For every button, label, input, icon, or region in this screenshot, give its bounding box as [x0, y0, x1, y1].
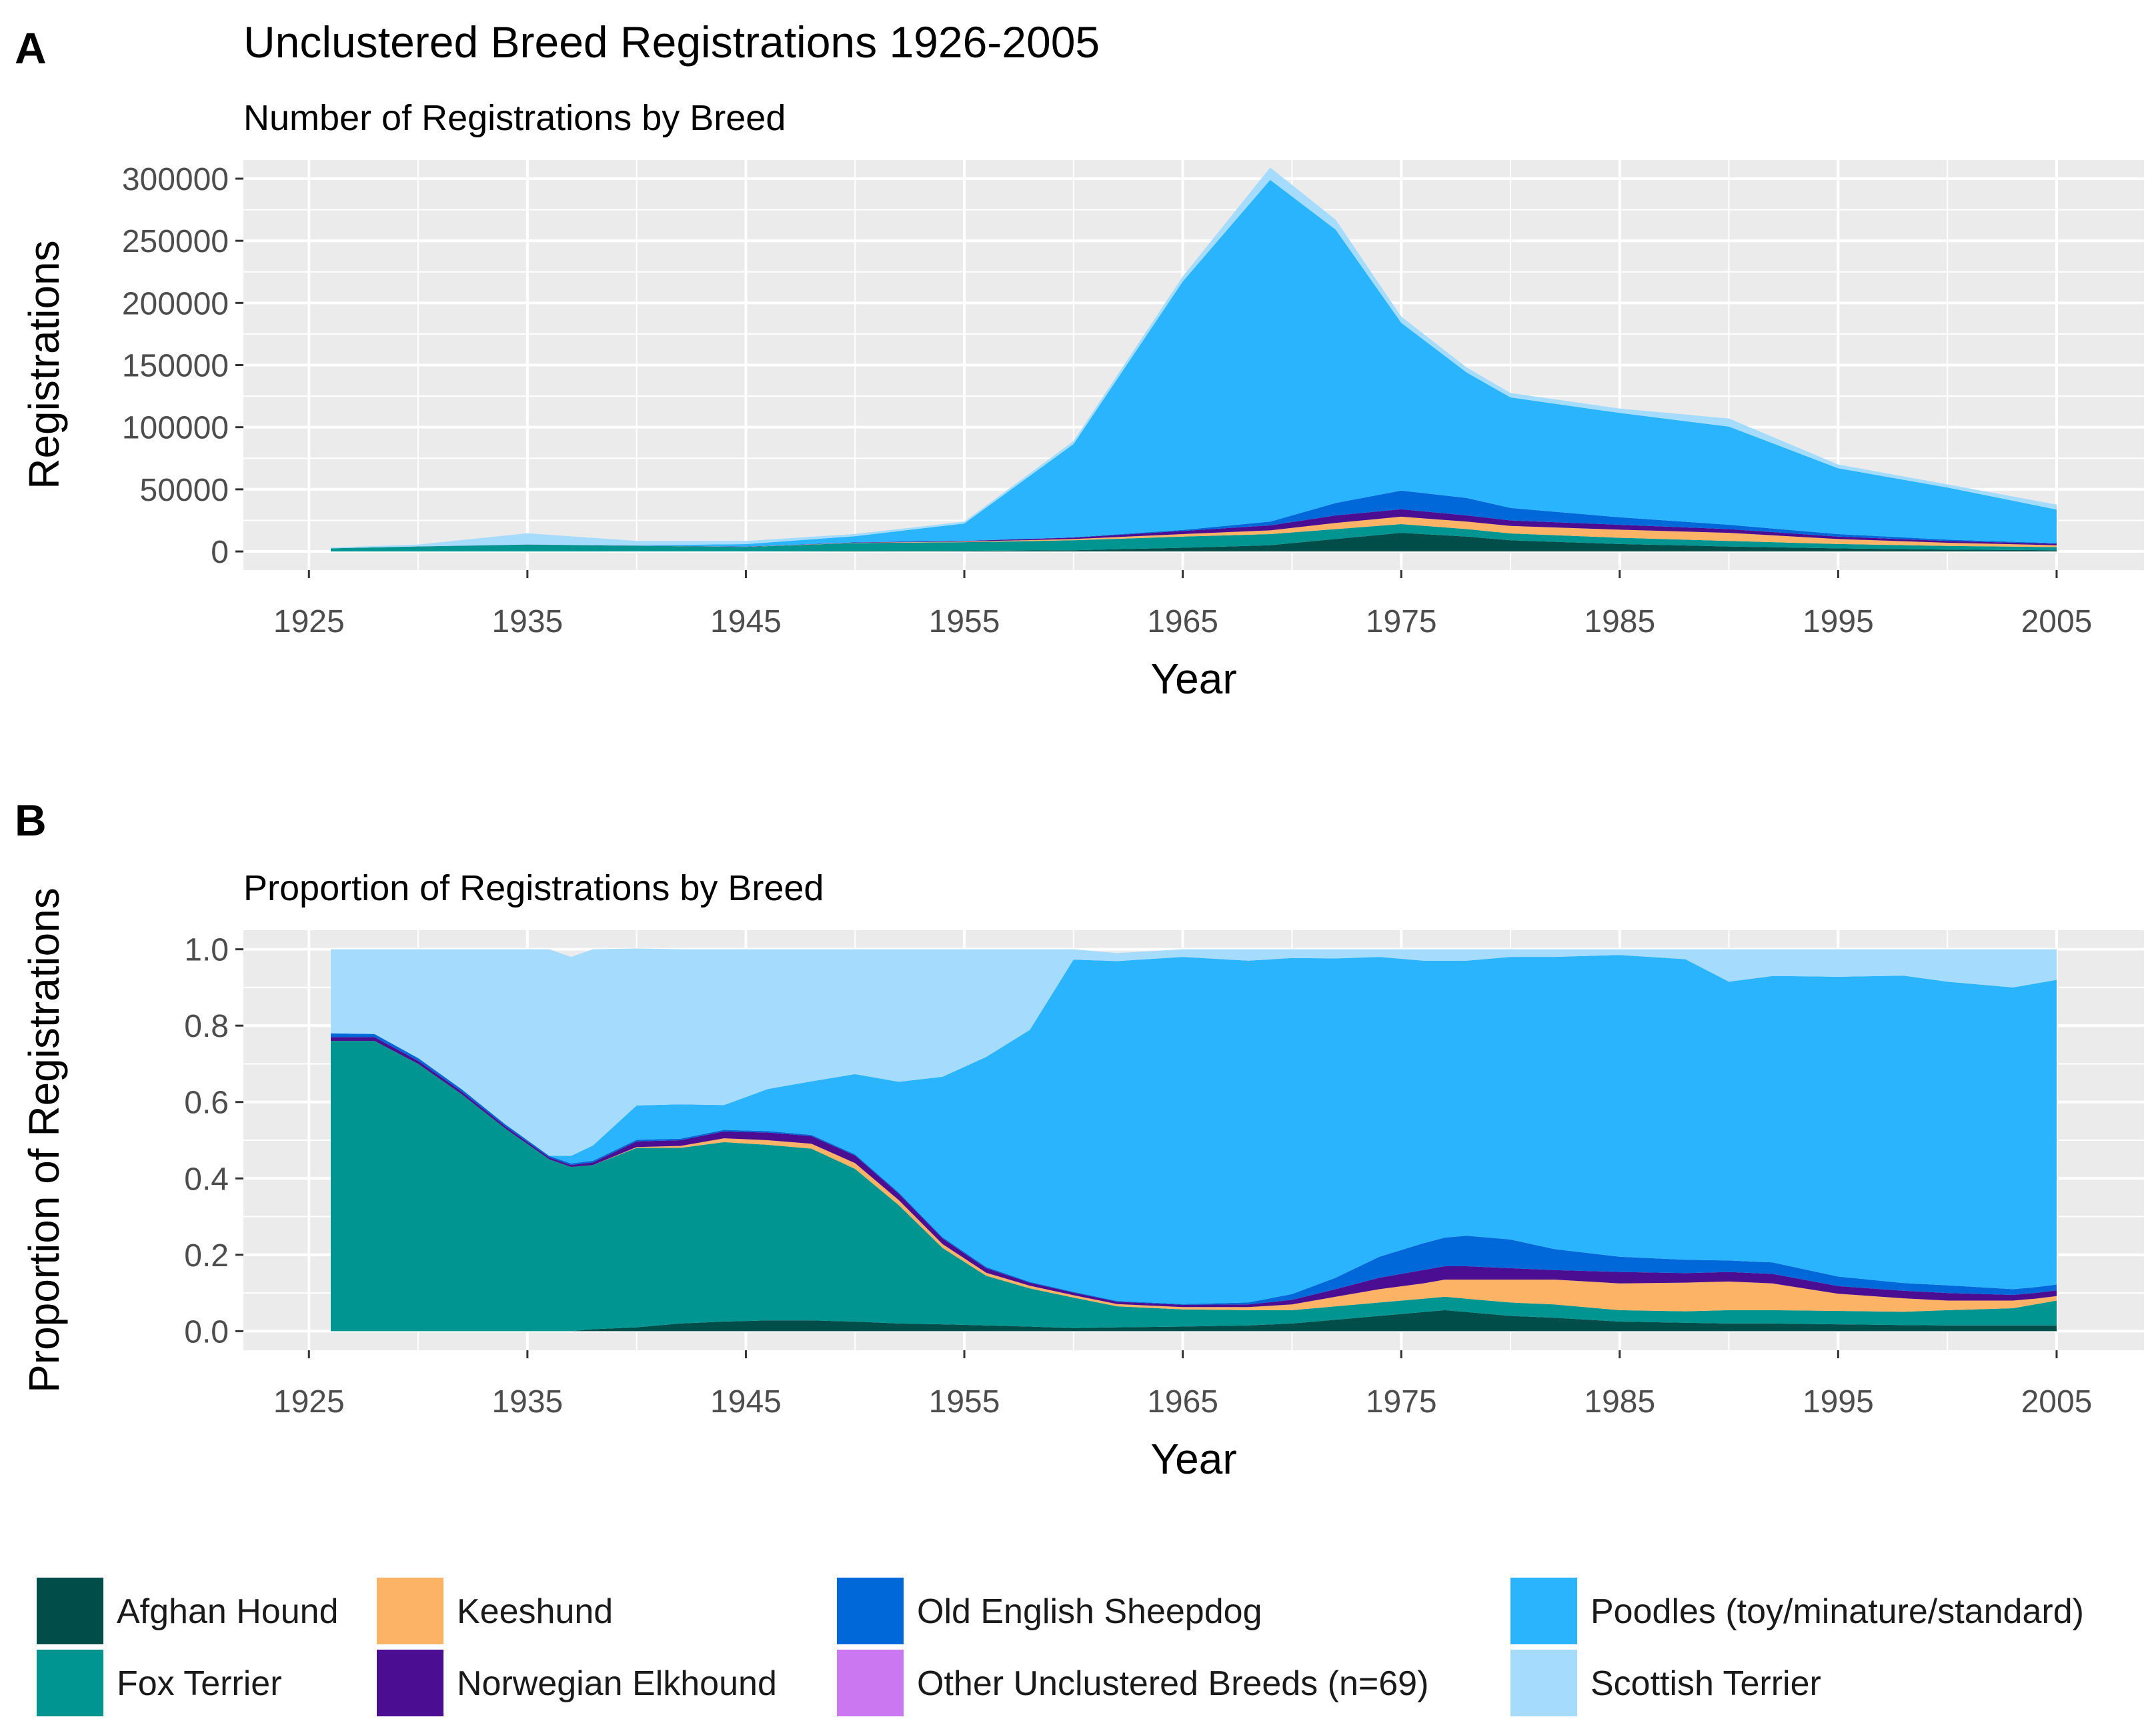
panel-a-y-tick-labels: 0 50000 100000 150000 200000 250000 300000 [122, 162, 243, 570]
panel-b-area-poodles-toy-minature-standard [331, 955, 2057, 1304]
legend-item-poodles-toy-minature-standard: Poodles (toy/minature/standard) [1510, 1578, 2084, 1644]
legend-item-keeshund: Keeshund [377, 1578, 613, 1644]
legend-item-other-unclustered-breeds-n-69: Other Unclustered Breeds (n=69) [837, 1650, 1428, 1716]
legend-label: Other Unclustered Breeds (n=69) [917, 1664, 1428, 1703]
panel-a-y-tick-label: 300000 [122, 162, 229, 197]
panel-b-x-axis-title: Year [1150, 1435, 1236, 1483]
panel-a-area-afghan-hound [331, 533, 2057, 551]
legend: Afghan Hound Fox Terrier Keeshund Norwegian… [37, 1578, 2084, 1716]
panel-a-x-tick-label: 1965 [1147, 604, 1218, 639]
legend-item-afghan-hound: Afghan Hound [37, 1578, 339, 1644]
panel-b-x-tick-label: 2005 [2021, 1384, 2093, 1420]
panel-b-y-tick-label: 0.6 [184, 1086, 229, 1121]
panel-b-y-axis-title: Proportion of Registrations [20, 888, 68, 1393]
panel-b-y-tick-label: 1.0 [184, 933, 229, 968]
panel-a-area-norwegian-elkhound [331, 509, 2057, 549]
legend-swatch [837, 1650, 904, 1716]
panel-a-area-fox-terrier [331, 524, 2057, 551]
legend-swatch [1510, 1650, 1577, 1716]
panel-a-number-chart: A Unclustered Breed Registrations 1926-2… [15, 17, 2144, 703]
panel-b-x-tick-label: 1985 [1584, 1384, 1655, 1420]
legend-label: Fox Terrier [117, 1664, 282, 1703]
panel-a-y-tick-label: 0 [211, 535, 229, 570]
panel-b-area-scottish-terrier [331, 948, 2057, 1156]
panel-a-x-tick-label: 1925 [273, 604, 345, 639]
panel-b-x-tick-label: 1975 [1366, 1384, 1437, 1420]
legend-label: Norwegian Elkhound [457, 1664, 777, 1703]
legend-item-fox-terrier: Fox Terrier [37, 1650, 282, 1716]
panel-a-subtitle: Number of Registrations by Breed [243, 98, 786, 138]
legend-label: Old English Sheepdog [917, 1592, 1262, 1631]
legend-swatch [377, 1578, 443, 1644]
legend-label: Poodles (toy/minature/standard) [1590, 1592, 2084, 1631]
legend-swatch [37, 1650, 103, 1716]
legend-swatch [37, 1578, 103, 1644]
legend-item-norwegian-elkhound: Norwegian Elkhound [377, 1650, 777, 1716]
panel-b-x-tick-label: 1995 [1803, 1384, 1874, 1420]
chart-title: Unclustered Breed Registrations 1926-200… [243, 17, 1100, 67]
panel-b-x-tick-label: 1925 [273, 1384, 345, 1420]
panel-a-y-tick-label: 50000 [140, 473, 229, 508]
legend-label: Keeshund [457, 1592, 613, 1631]
panel-a-x-tick-labels: 1925 1935 1945 1955 1965 1975 1985 1995 2005 [273, 570, 2092, 639]
panel-b-letter: B [15, 795, 47, 845]
panel-a-letter: A [15, 23, 47, 73]
panel-a-area-keeshund [331, 516, 2057, 549]
legend-swatch [837, 1578, 904, 1644]
panel-b-area-fox-terrier [331, 1041, 2057, 1332]
panel-a-x-tick-label: 1945 [710, 604, 782, 639]
panel-b-y-tick-label: 0.4 [184, 1162, 229, 1197]
panel-a-y-axis-title: Registrations [20, 240, 68, 489]
legend-swatch [1510, 1578, 1577, 1644]
panel-b-proportion-chart: B Proportion of Registrations by Breed 1… [15, 795, 2144, 1483]
panel-b-x-tick-label: 1945 [710, 1384, 782, 1420]
panel-b-x-tick-labels: 1925 1935 1945 1955 1965 1975 1985 1995 2005 [273, 1350, 2092, 1420]
legend-item-scottish-terrier: Scottish Terrier [1510, 1650, 1821, 1716]
panel-a-y-tick-label: 150000 [122, 349, 229, 384]
panel-b-area-afghan-hound [331, 1310, 2057, 1332]
panel-b-x-tick-label: 1965 [1147, 1384, 1218, 1420]
panel-a-area-poodles-toy-minature-standard [331, 179, 2057, 549]
panel-b-x-tick-label: 1935 [491, 1384, 563, 1420]
legend-swatch [377, 1650, 443, 1716]
panel-a-y-tick-label: 200000 [122, 286, 229, 321]
panel-a-x-tick-label: 1955 [929, 604, 1000, 639]
panel-a-stacked-areas [331, 167, 2057, 551]
panel-b-subtitle: Proportion of Registrations by Breed [243, 868, 824, 908]
panel-b-y-tick-label: 0.2 [184, 1238, 229, 1274]
panel-a-x-tick-label: 1995 [1803, 604, 1874, 639]
panel-a-x-tick-label: 1935 [491, 604, 563, 639]
panel-b-y-tick-labels: 0.0 0.2 0.4 0.6 0.8 1.0 [184, 933, 243, 1350]
legend-label: Scottish Terrier [1590, 1664, 1821, 1703]
panel-a-x-tick-label: 1975 [1366, 604, 1437, 639]
panel-b-y-tick-label: 0.8 [184, 1009, 229, 1044]
panel-a-x-tick-label: 2005 [2021, 604, 2093, 639]
legend-label: Afghan Hound [117, 1592, 339, 1631]
panel-a-y-tick-label: 100000 [122, 411, 229, 446]
panel-b-x-tick-label: 1955 [929, 1384, 1000, 1420]
panel-a-x-axis-title: Year [1150, 655, 1236, 703]
panel-b-stacked-areas [331, 948, 2057, 1332]
panel-a-x-tick-label: 1985 [1584, 604, 1655, 639]
panel-b-y-tick-label: 0.0 [184, 1314, 229, 1350]
panel-a-y-tick-label: 250000 [122, 224, 229, 259]
legend-item-old-english-sheepdog: Old English Sheepdog [837, 1578, 1262, 1644]
